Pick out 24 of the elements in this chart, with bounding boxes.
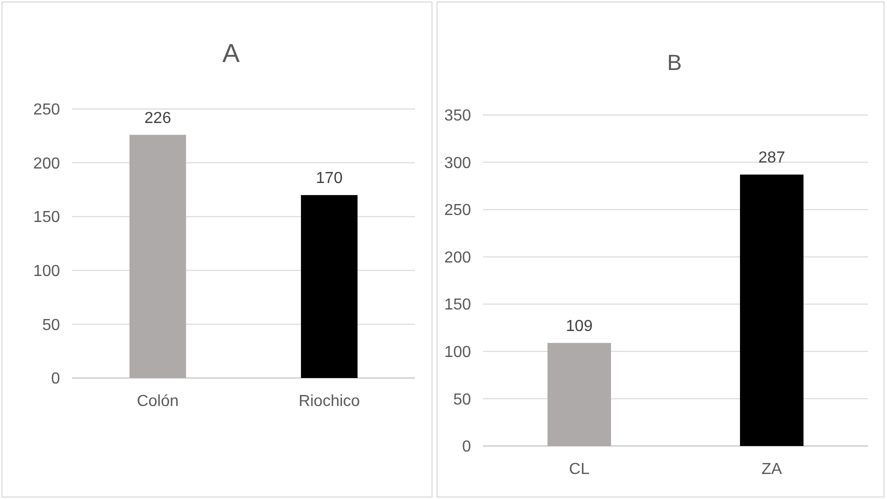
y-tick-label: 250 [444, 202, 472, 220]
chart-title: B [667, 50, 682, 75]
x-tick-label: Riochico [298, 393, 360, 410]
y-tick-label: 200 [33, 155, 60, 172]
y-tick-label: 50 [453, 391, 472, 408]
y-tick-label: 0 [462, 438, 472, 456]
y-tick-label: 150 [444, 296, 472, 314]
y-tick-label: 50 [42, 316, 60, 334]
y-tick-label: 100 [33, 263, 60, 280]
y-tick-label: 150 [33, 209, 60, 226]
y-tick-label: 0 [51, 370, 60, 388]
y-tick-label: 300 [444, 154, 472, 172]
y-tick-label: 350 [444, 108, 472, 125]
y-tick-label: 100 [444, 344, 472, 362]
data-label: 170 [316, 170, 343, 188]
chart-title: A [222, 38, 240, 68]
data-label: 287 [758, 150, 786, 167]
x-tick-label: CL [569, 461, 590, 478]
y-tick-label: 200 [444, 249, 472, 266]
x-tick-label: Colón [136, 393, 179, 410]
y-tick-label: 250 [33, 102, 60, 119]
x-tick-label: ZA [762, 461, 782, 478]
data-label: 226 [144, 110, 172, 127]
data-label: 109 [566, 318, 593, 335]
